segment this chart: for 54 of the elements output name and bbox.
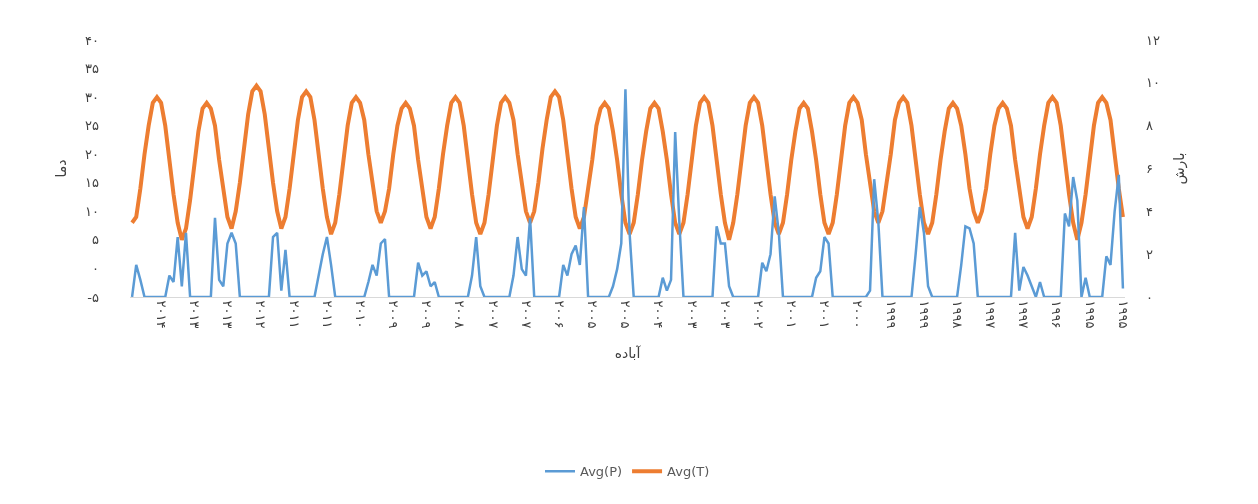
x-tick-label: ۲۰۱۳ (220, 300, 236, 329)
y-tick-label: ۵ (92, 232, 100, 248)
x-tick-label: ۱۹۹۷ (983, 300, 999, 329)
x-tick-label: ۲۰۰۰ (850, 300, 866, 329)
x-tick-label: ۲۰۱۱ (286, 300, 302, 329)
y2-axis-title: بارش (1171, 152, 1189, 185)
x-tick-label: ۱۹۹۷ (1016, 300, 1032, 329)
x-tick-label: ۲۰۱۳ (187, 300, 203, 329)
line-series (130, 83, 1125, 242)
y2-tick-label: ۱۰ (1146, 75, 1160, 91)
y-tick-label: ۳۵ (85, 61, 100, 77)
x-tick-label: ۱۹۹۹ (883, 300, 899, 329)
y-tick-label: ۱۵ (85, 175, 100, 191)
x-tick-label: ۲۰۰۹ (386, 300, 402, 329)
x-tick-label: ۲۰۰۱ (784, 300, 800, 329)
x-tick-label: ۲۰۰۷ (485, 300, 501, 329)
y2-tick-label: ۴ (1146, 203, 1153, 219)
x-tick-label: ۲۰۰۹ (419, 300, 435, 329)
y2-tick-label: ۲ (1146, 246, 1153, 262)
x-tick-label: ۲۰۰۵ (618, 300, 634, 329)
y-tick-label: ۲۰ (85, 146, 99, 162)
line-series (130, 88, 1125, 297)
x-tick-label: ۲۰۱۱ (319, 300, 335, 329)
y2-tick-label: ۱۲ (1146, 32, 1160, 48)
y-tick-label: ۰ (92, 260, 99, 276)
x-tick-label: ۲۰۰۶ (551, 300, 567, 329)
y2-tick-label: ۸ (1146, 118, 1153, 134)
x-tick-label: ۱۹۹۶ (1049, 300, 1065, 329)
x-tick-label: ۲۰۰۲ (750, 300, 766, 329)
x-tick-label: ۱۹۹۵ (1082, 300, 1098, 329)
x-tick-label: ۲۰۰۳ (717, 300, 733, 329)
x-tick-label: ۲۰۰۸ (452, 300, 468, 329)
y-tick-label: -۵ (87, 289, 99, 305)
y-axis-title: دما (52, 159, 69, 178)
x-tick-label: ۲۰۰۳ (684, 300, 700, 329)
x-tick-label: ۲۰۰۵ (585, 300, 601, 329)
x-tick-label: ۱۹۹۵ (1115, 300, 1131, 329)
y-tick-label: ۲۵ (85, 118, 100, 134)
x-tick-label: ۲۰۱۰ (352, 300, 368, 329)
y2-tick-label: ۶ (1146, 161, 1153, 177)
y-tick-label: ۱۰ (85, 203, 99, 219)
x-tick-label: ۲۰۰۱ (817, 300, 833, 329)
x-tick-label: ۲۰۰۷ (518, 300, 534, 329)
legend-label: Avg(P) (580, 464, 623, 480)
x-axis-title: آباده (614, 344, 642, 361)
y-tick-label: ۳۰ (85, 89, 99, 105)
y-tick-label: ۴۰ (85, 32, 99, 48)
x-tick-label: ۲۰۱۲ (253, 300, 269, 329)
y2-tick-label: ۰ (1146, 289, 1153, 305)
x-tick-label: ۲۰۱۴ (153, 300, 169, 329)
x-tick-label: ۲۰۰۴ (651, 300, 667, 329)
x-tick-label: ۱۹۹۸ (949, 300, 965, 329)
x-tick-label: ۱۹۹۹ (916, 300, 932, 329)
legend-label: Avg(T) (667, 464, 710, 480)
